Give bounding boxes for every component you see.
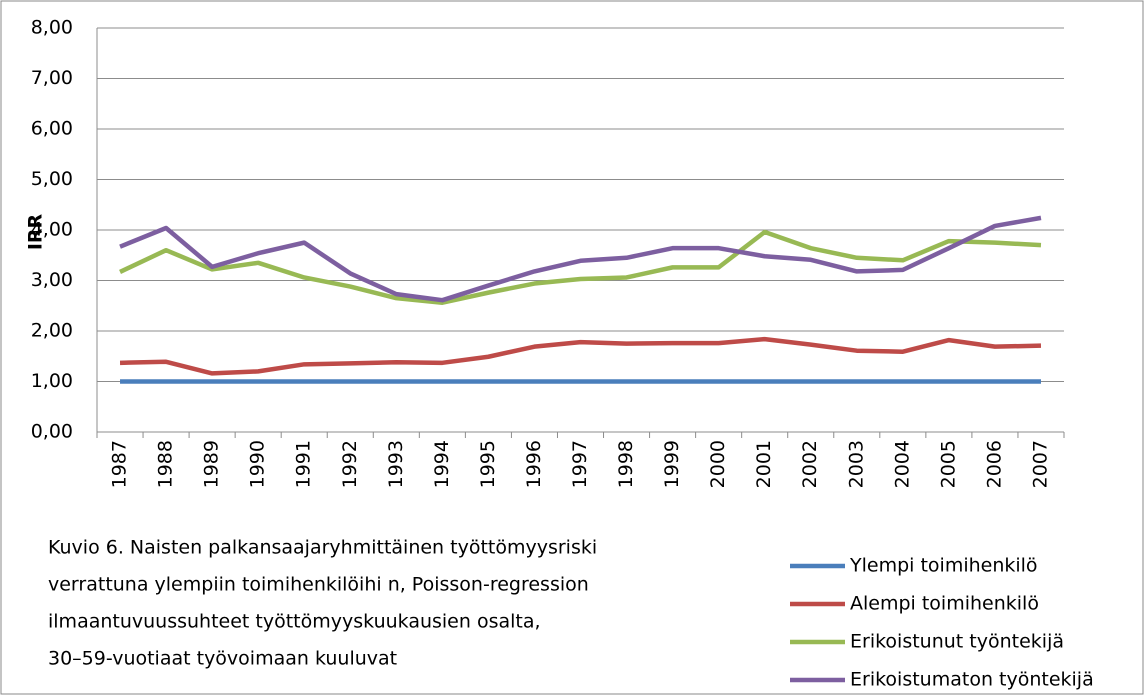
x-tick-label: 2007: [1029, 440, 1051, 488]
y-tick-label: 3,00: [31, 269, 73, 291]
x-tick-label: 1995: [477, 440, 499, 488]
y-tick-label: 6,00: [31, 118, 73, 140]
x-tick-label: 1997: [569, 440, 591, 488]
x-tick-label: 1988: [155, 440, 177, 488]
x-tick-label: 1989: [201, 440, 223, 488]
series-line: [119, 215, 1042, 303]
caption: 30–59-vuotiaat työvoimaan kuuluvat: [48, 648, 397, 670]
y-tick-label: 1,00: [31, 370, 73, 392]
x-tick-label: 2003: [845, 440, 867, 488]
y-tick-label: 0,00: [31, 421, 73, 443]
legend-label: Erikoistumaton työntekijä: [850, 669, 1094, 691]
y-tick-label: 5,00: [31, 168, 73, 190]
y-tick-label: 2,00: [31, 320, 73, 342]
caption: Kuvio 6. Naisten palkansaajaryhmittäinen…: [48, 537, 597, 559]
x-tick-label: 1993: [385, 440, 407, 488]
x-tick-label: 1992: [339, 440, 361, 488]
y-tick-label: 4,00: [31, 219, 73, 241]
x-tick-label: 1994: [431, 440, 453, 488]
legend-label: Alempi toimihenkilö: [850, 593, 1039, 615]
series-line: [119, 229, 1042, 305]
x-tick-label: 2002: [799, 440, 821, 488]
x-tick-label: 2005: [937, 440, 959, 488]
y-tick-label: 8,00: [31, 17, 73, 39]
x-tick-label: 1998: [615, 440, 637, 488]
y-axis-label: IRR: [25, 213, 47, 250]
x-tick-label: 1999: [661, 440, 683, 488]
x-tick-label: 2000: [707, 440, 729, 488]
caption: ilmaantuvuussuhteet työttömyyskuukausien…: [48, 611, 541, 633]
y-tick-label: 7,00: [31, 67, 73, 89]
x-tick-label: 1990: [247, 440, 269, 488]
legend-label: Ylempi toimihenkilö: [849, 555, 1038, 577]
caption: verrattuna ylempiin toimihenkilöihi n, P…: [48, 574, 589, 596]
x-tick-label: 2006: [983, 440, 1005, 488]
series-line: [119, 336, 1042, 376]
x-tick-label: 1996: [523, 440, 545, 488]
x-tick-label: 1987: [109, 440, 131, 488]
x-tick-label: 2001: [753, 440, 775, 488]
legend-label: Erikoistunut työntekijä: [850, 631, 1064, 653]
x-tick-label: 1991: [293, 440, 315, 488]
x-tick-label: 2004: [891, 440, 913, 488]
